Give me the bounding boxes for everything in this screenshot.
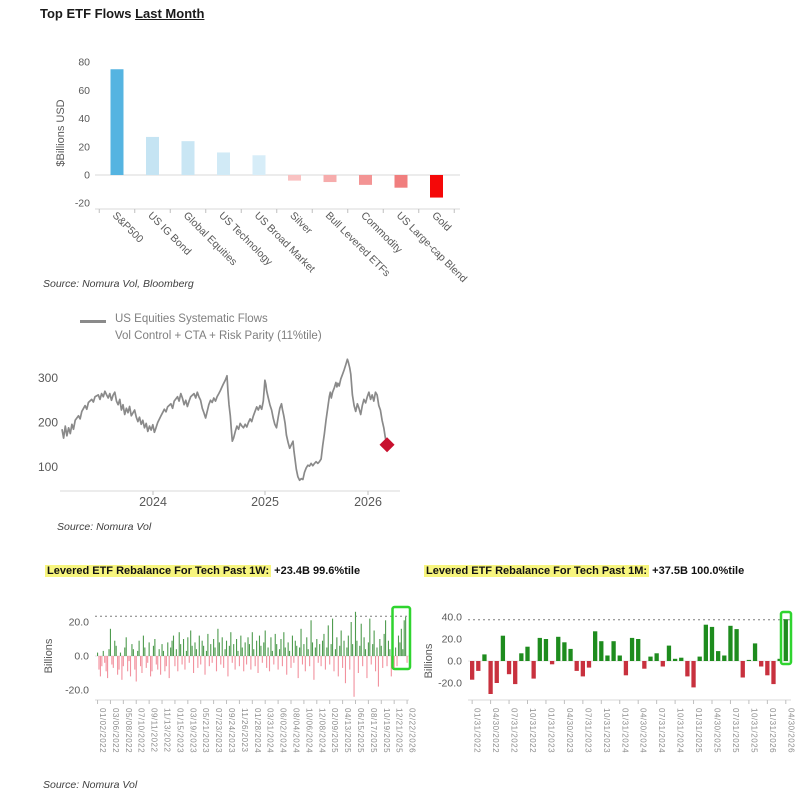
svg-text:10/31/2024: 10/31/2024: [676, 708, 685, 753]
legend-text: US Equities Systematic Flows Vol Control…: [115, 311, 322, 345]
svg-text:0.0: 0.0: [447, 656, 462, 668]
line-chart-legend: US Equities Systematic Flows Vol Control…: [80, 311, 322, 345]
svg-text:04/13/2025: 04/13/2025: [343, 708, 352, 753]
svg-text:04/30/2022: 04/30/2022: [491, 708, 500, 753]
page-title-prefix: Top ETF Flows: [40, 6, 136, 21]
svg-text:2024: 2024: [139, 495, 167, 509]
svg-text:$Billions USD: $Billions USD: [55, 99, 67, 166]
weekly-chart-title-value: +23.4B 99.6%tile: [271, 565, 361, 577]
svg-text:07/31/2025: 07/31/2025: [731, 708, 740, 753]
svg-text:04/30/2023: 04/30/2023: [565, 708, 574, 753]
svg-text:2025: 2025: [251, 495, 279, 509]
svg-text:300: 300: [38, 371, 58, 385]
svg-text:07/31/2023: 07/31/2023: [583, 708, 592, 753]
systematic-flows-line-chart: 2024 2025 2026 300 200 100: [38, 358, 400, 509]
svg-text:12/21/2025: 12/21/2025: [395, 708, 404, 753]
monthly-rebalance-bar-chart: 40.0 20.0 0.0 -20.0 01/31/2022 04/30/2022 07/3…: [423, 610, 795, 753]
svg-text:05/08/2022: 05/08/2022: [124, 708, 133, 753]
svg-text:100: 100: [38, 460, 58, 474]
svg-text:Silver: Silver: [287, 210, 314, 237]
svg-text:20: 20: [78, 141, 90, 153]
svg-text:20.0: 20.0: [442, 634, 463, 646]
svg-text:2026: 2026: [354, 495, 382, 509]
monthly-chart-title-value: +37.5B 100.0%tile: [649, 565, 745, 577]
svg-text:06/15/2025: 06/15/2025: [356, 708, 365, 753]
svg-text:07/10/2022: 07/10/2022: [137, 708, 146, 753]
svg-text:Billions: Billions: [423, 643, 435, 678]
svg-text:10/19/2025: 10/19/2025: [382, 708, 391, 753]
svg-text:40.0: 40.0: [442, 612, 463, 624]
svg-text:10/31/2023: 10/31/2023: [602, 708, 611, 753]
monthly-chart-title: Levered ETF Rebalance For Tech Past 1M: …: [424, 565, 744, 577]
legend-line-swatch: [80, 320, 106, 323]
svg-text:-20: -20: [75, 198, 90, 210]
svg-text:0.0: 0.0: [74, 651, 89, 663]
svg-text:11/13/2022: 11/13/2022: [163, 708, 172, 752]
svg-text:01/31/2022: 01/31/2022: [473, 708, 482, 753]
svg-text:-20.0: -20.0: [438, 678, 462, 690]
svg-text:03/31/2024: 03/31/2024: [266, 708, 275, 753]
svg-text:02/22/2026: 02/22/2026: [408, 708, 417, 753]
weekly-chart-title: Levered ETF Rebalance For Tech Past 1W: …: [45, 565, 360, 577]
svg-text:11/26/2023: 11/26/2023: [240, 708, 249, 752]
svg-text:01/31/2025: 01/31/2025: [694, 708, 703, 753]
svg-text:Gold: Gold: [429, 210, 453, 234]
svg-text:US Large-cap Blend: US Large-cap Blend: [394, 210, 469, 285]
legend-line-1: US Equities Systematic Flows: [115, 313, 268, 325]
svg-text:10/31/2022: 10/31/2022: [528, 708, 537, 753]
svg-text:03/06/2022: 03/06/2022: [111, 708, 120, 753]
svg-text:01/02/2022: 01/02/2022: [98, 708, 107, 753]
weekly-chart-title-highlight: Levered ETF Rebalance For Tech Past 1W:: [45, 565, 272, 577]
svg-text:07/31/2022: 07/31/2022: [510, 708, 519, 753]
svg-text:200: 200: [38, 416, 58, 430]
svg-text:Bull Levered ETFs: Bull Levered ETFs: [323, 210, 393, 280]
svg-text:0: 0: [84, 170, 90, 182]
svg-text:04/30/2026: 04/30/2026: [786, 708, 795, 753]
svg-text:10/31/2025: 10/31/2025: [749, 708, 758, 753]
svg-text:09/11/2022: 09/11/2022: [150, 708, 159, 752]
svg-text:S&P500: S&P500: [110, 210, 146, 246]
svg-text:02/09/2025: 02/09/2025: [330, 708, 339, 753]
source-bottom: Source: Nomura Vol: [43, 779, 138, 791]
svg-text:04/30/2025: 04/30/2025: [713, 708, 722, 753]
svg-text:60: 60: [78, 85, 90, 97]
svg-text:40: 40: [78, 113, 90, 125]
svg-text:07/31/2024: 07/31/2024: [657, 708, 666, 753]
legend-line-2: Vol Control + CTA + Risk Parity (11%tile…: [115, 330, 322, 342]
monthly-chart-title-highlight: Levered ETF Rebalance For Tech Past 1M:: [424, 565, 650, 577]
svg-text:12/08/2024: 12/08/2024: [317, 708, 326, 753]
svg-text:09/24/2023: 09/24/2023: [227, 708, 236, 753]
svg-text:07/23/2023: 07/23/2023: [214, 708, 223, 753]
source-top: Source: Nomura Vol, Bloomberg: [43, 278, 194, 290]
svg-text:06/02/2024: 06/02/2024: [279, 708, 288, 753]
svg-text:01/31/2026: 01/31/2026: [768, 708, 777, 753]
svg-text:08/17/2025: 08/17/2025: [369, 708, 378, 753]
source-mid: Source: Nomura Vol: [57, 521, 152, 533]
svg-text:20.0: 20.0: [69, 617, 90, 629]
svg-text:-20.0: -20.0: [65, 685, 89, 697]
svg-text:08/04/2024: 08/04/2024: [292, 708, 301, 753]
svg-text:04/30/2024: 04/30/2024: [639, 708, 648, 753]
weekly-rebalance-bar-chart: 20.0 0.0 -20.0 01/02/2022 03/06/2022 05/08/20…: [43, 605, 417, 753]
svg-text:01/28/2024: 01/28/2024: [253, 708, 262, 753]
svg-text:Billions: Billions: [43, 638, 55, 673]
page-title: Top ETF Flows Last Month: [40, 6, 204, 21]
page-title-underlined: Last Month: [135, 6, 205, 21]
svg-text:03/19/2023: 03/19/2023: [188, 708, 197, 753]
svg-text:05/21/2023: 05/21/2023: [201, 708, 210, 753]
svg-text:01/31/2024: 01/31/2024: [620, 708, 629, 753]
svg-text:US Broad Market: US Broad Market: [252, 210, 317, 275]
svg-text:10/06/2024: 10/06/2024: [304, 708, 313, 753]
svg-text:01/31/2023: 01/31/2023: [546, 708, 555, 753]
svg-text:01/15/2023: 01/15/2023: [175, 708, 184, 753]
svg-text:80: 80: [78, 57, 90, 69]
